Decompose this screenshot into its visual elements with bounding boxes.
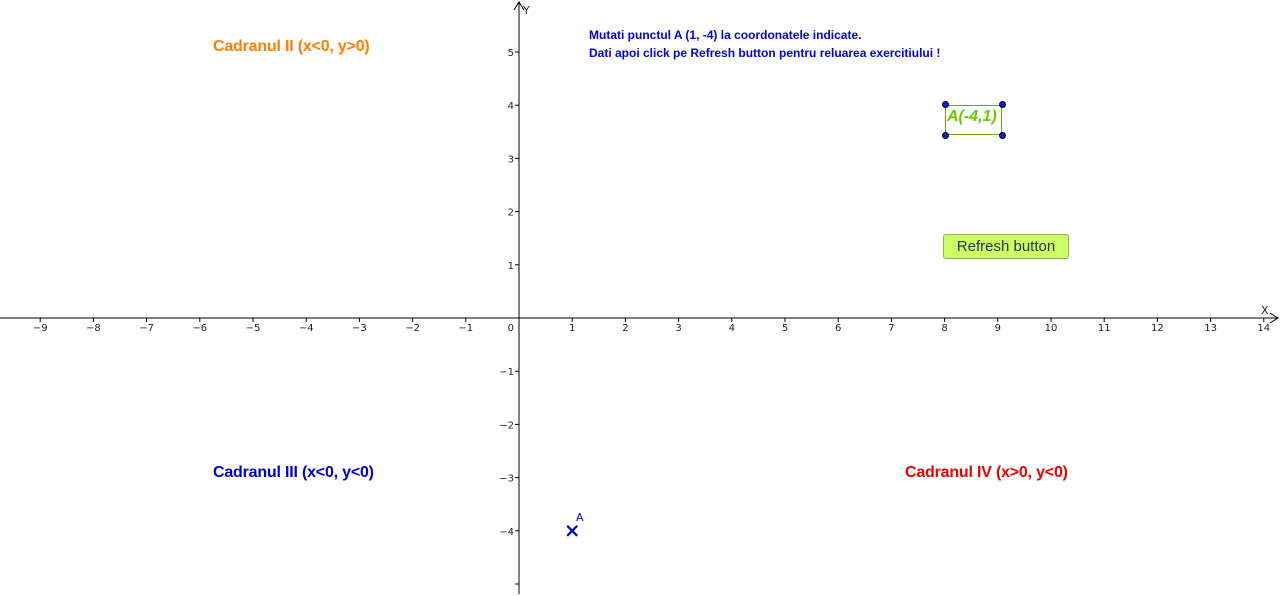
- x-tick-label: 11: [1098, 323, 1111, 334]
- x-tick-label: −7: [139, 323, 154, 334]
- x-tick-label: 3: [675, 323, 681, 334]
- point-a-marker[interactable]: [566, 525, 578, 537]
- x-tick-label: −5: [246, 323, 261, 334]
- x-tick-label: 6: [835, 323, 841, 334]
- y-tick-label: −4: [499, 527, 514, 538]
- instruction-line-2: Dati apoi click pe Refresh button pentru…: [589, 46, 941, 60]
- resize-handle-top-right[interactable]: [999, 101, 1006, 108]
- x-axis-name: X: [1261, 304, 1269, 317]
- y-tick-label: 3: [508, 154, 514, 165]
- x-tick-label: 8: [941, 323, 947, 334]
- x-tick-label: −4: [299, 323, 314, 334]
- y-tick-label: 4: [508, 101, 514, 112]
- x-axis-arrow: [1269, 312, 1279, 324]
- x-tick-label: 7: [888, 323, 894, 334]
- refresh-button[interactable]: Refresh button: [943, 234, 1069, 259]
- x-tick-label: −2: [405, 323, 420, 334]
- quadrant-3-label: Cadranul III (x<0, y<0): [213, 464, 374, 481]
- resize-handle-bottom-left[interactable]: [942, 132, 949, 139]
- x-tick-label: −9: [33, 323, 48, 334]
- y-tick-label: 1: [508, 261, 514, 272]
- x-tick-label: −3: [352, 323, 367, 334]
- x-tick-label: −8: [86, 323, 101, 334]
- point-layer[interactable]: [566, 525, 578, 537]
- target-textbox[interactable]: [945, 105, 1002, 135]
- x-tick-label: 9: [995, 323, 1001, 334]
- resize-handle-bottom-right[interactable]: [999, 132, 1006, 139]
- x-tick-label: 2: [622, 323, 628, 334]
- origin-label: 0: [508, 323, 514, 334]
- quadrant-2-label: Cadranul II (x<0, y>0): [213, 38, 370, 55]
- x-tick-label: 1: [569, 323, 575, 334]
- y-tick-label: −1: [499, 367, 514, 378]
- quadrant-4-label: Cadranul IV (x>0, y<0): [905, 464, 1068, 481]
- x-tick-label: 4: [729, 323, 735, 334]
- y-tick-label: 2: [508, 208, 514, 219]
- x-tick-label: −6: [192, 323, 207, 334]
- x-tick-label: 12: [1151, 323, 1164, 334]
- x-tick-label: 13: [1204, 323, 1217, 334]
- x-tick-label: −1: [458, 323, 473, 334]
- point-a-label: A: [576, 511, 584, 524]
- y-tick-label: 5: [508, 48, 514, 59]
- resize-handle-top-left[interactable]: [942, 101, 949, 108]
- y-tick-label: −3: [499, 474, 514, 485]
- x-tick-label: 5: [782, 323, 788, 334]
- instruction-line-1: Mutati punctul A (1, -4) la coordonatele…: [589, 28, 862, 42]
- point-a-cross-stroke: [566, 525, 578, 537]
- y-tick-label: −2: [499, 420, 514, 431]
- y-axis-name: Y: [522, 4, 530, 17]
- target-coordinates-label: A(-4,1): [947, 108, 997, 125]
- x-tick-label: 10: [1045, 323, 1058, 334]
- x-tick-label: 14: [1257, 323, 1270, 334]
- y-axis-arrow: [513, 1, 525, 11]
